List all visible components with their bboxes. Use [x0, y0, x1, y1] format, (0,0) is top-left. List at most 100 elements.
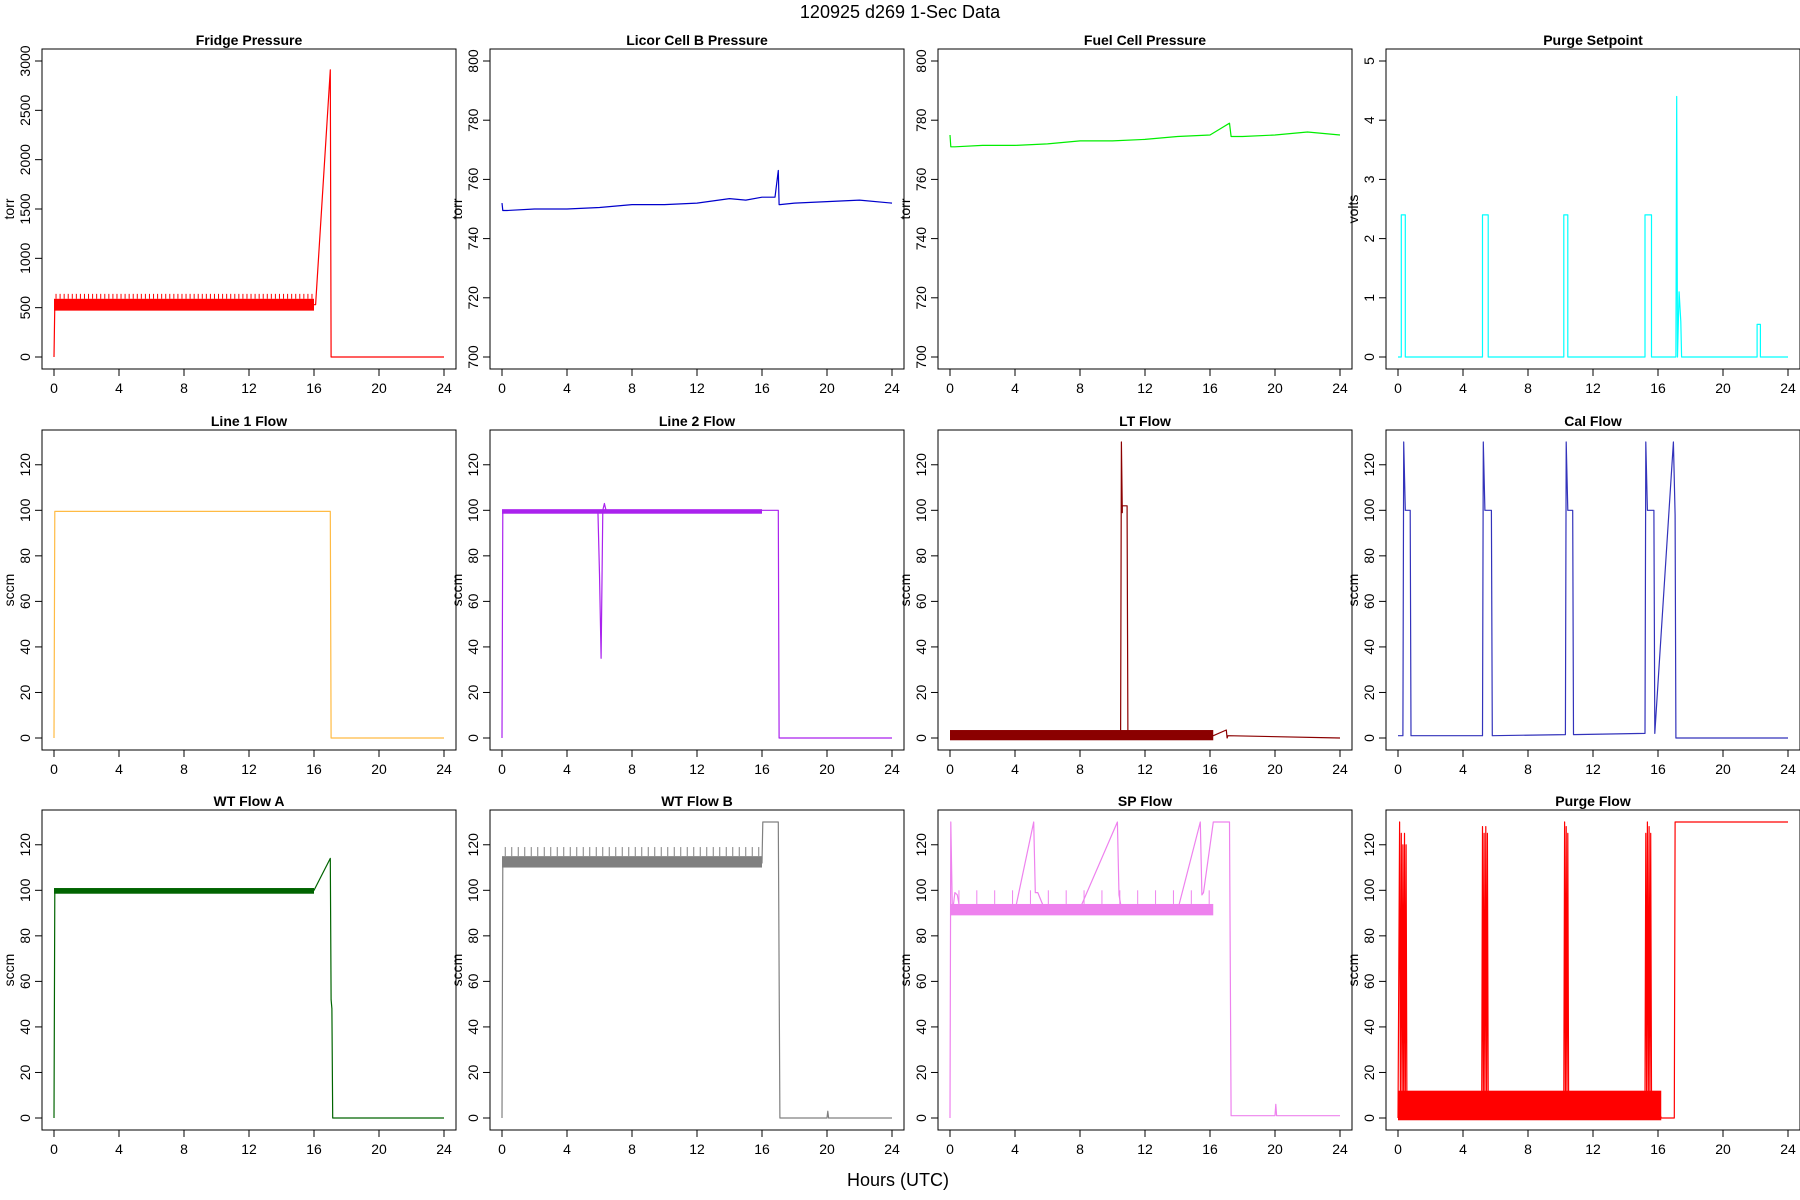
y-tick-label: 60: [17, 973, 33, 989]
series-line: [1398, 95, 1788, 358]
y-tick-label: 800: [913, 49, 929, 73]
y-tick-label: 80: [913, 548, 929, 564]
y-tick-label: 80: [1361, 548, 1377, 564]
y-tick-label: 120: [1361, 833, 1377, 857]
y-tick-label: 780: [913, 108, 929, 132]
series-line: [949, 122, 1341, 148]
y-tick-label: 20: [1361, 684, 1377, 700]
x-tick-label: 12: [689, 380, 705, 396]
x-tick-label: 20: [819, 1141, 835, 1157]
x-tick-label: 16: [306, 380, 322, 396]
y-tick-label: 740: [465, 227, 481, 251]
x-tick-label: 20: [1267, 761, 1283, 777]
x-tick-label: 8: [180, 1141, 188, 1157]
x-tick-label: 24: [884, 1141, 900, 1157]
x-tick-label: 8: [628, 761, 636, 777]
y-tick-label: 40: [1361, 639, 1377, 655]
series-line: [949, 821, 1340, 1119]
panel-wt-flow-b: WT Flow B 0 4 8 12 16 20 24 0 20 40 60 80 100 120 sccm: [449, 793, 905, 1157]
y-tick-label: 500: [17, 296, 33, 320]
x-tick-label: 8: [1076, 761, 1084, 777]
plot-data-wt-flow-a: [53, 857, 444, 1119]
y-axis-label: sccm: [897, 574, 913, 607]
x-tick-label: 24: [1780, 380, 1796, 396]
x-tick-label: 12: [1137, 1141, 1153, 1157]
x-tick-label: 4: [1459, 380, 1467, 396]
y-tick-label: 760: [465, 168, 481, 192]
panel-title: WT Flow A: [213, 793, 284, 809]
y-tick-label: 60: [17, 593, 33, 609]
x-tick-label: 16: [1202, 1141, 1218, 1157]
x-tick-label: 24: [1780, 761, 1796, 777]
y-tick-label: 700: [913, 345, 929, 369]
x-tick-label: 12: [1585, 1141, 1601, 1157]
x-tick-label: 0: [50, 380, 58, 396]
y-tick-label: 3: [1361, 175, 1377, 183]
y-tick-label: 100: [913, 498, 929, 522]
panel-purge-flow: Purge Flow 0 4 8 12 16 20 24 0 20 40 60 80 100 120 sccm: [1345, 793, 1800, 1157]
y-tick-label: 20: [465, 1064, 481, 1080]
y-axis-label: sccm: [1, 574, 17, 607]
panel-title: LT Flow: [1119, 413, 1171, 429]
x-tick-label: 16: [306, 761, 322, 777]
y-tick-label: 1: [1361, 294, 1377, 302]
y-axis-label: sccm: [1345, 954, 1361, 987]
series-line: [501, 169, 893, 212]
y-tick-label: 760: [913, 168, 929, 192]
y-tick-label: 20: [17, 684, 33, 700]
y-axis-label: sccm: [449, 574, 465, 607]
x-tick-label: 4: [563, 380, 571, 396]
y-tick-label: 0: [465, 734, 481, 742]
y-tick-label: 20: [913, 1064, 929, 1080]
y-tick-label: 0: [17, 353, 33, 361]
x-tick-label: 0: [1394, 380, 1402, 396]
y-tick-label: 120: [913, 453, 929, 477]
plot-frame: [489, 429, 905, 751]
series-line: [950, 441, 1341, 739]
y-tick-label: 3000: [17, 45, 33, 76]
panel-title: Cal Flow: [1564, 413, 1622, 429]
series-line: [1398, 441, 1788, 739]
y-tick-label: 1000: [17, 243, 33, 274]
y-tick-label: 120: [465, 833, 481, 857]
y-tick-label: 40: [1361, 1019, 1377, 1035]
x-tick-label: 4: [563, 761, 571, 777]
x-tick-label: 8: [1524, 380, 1532, 396]
x-tick-label: 20: [819, 761, 835, 777]
y-tick-label: 720: [913, 286, 929, 310]
y-tick-label: 700: [465, 345, 481, 369]
x-tick-label: 16: [754, 1141, 770, 1157]
y-axis-label: sccm: [1345, 574, 1361, 607]
panel-title: Purge Setpoint: [1543, 32, 1643, 48]
y-tick-label: 60: [465, 973, 481, 989]
x-tick-label: 16: [306, 1141, 322, 1157]
x-tick-label: 16: [1650, 761, 1666, 777]
x-tick-label: 0: [1394, 1141, 1402, 1157]
y-tick-label: 20: [465, 684, 481, 700]
y-tick-label: 100: [1361, 878, 1377, 902]
plot-frame: [937, 48, 1353, 370]
x-tick-label: 0: [498, 1141, 506, 1157]
series-line: [1397, 821, 1788, 1119]
y-axis-label: sccm: [897, 954, 913, 987]
plot-data-purge-flow: [1397, 821, 1788, 1121]
y-axis-label: torr: [897, 198, 913, 219]
panel-fridge-pressure: Fridge Pressure 0 4 8 12 16 20 24 0 500 1000 1500 20…: [1, 32, 457, 396]
x-tick-label: 20: [819, 380, 835, 396]
x-tick-label: 16: [754, 761, 770, 777]
panel-title: Fridge Pressure: [196, 32, 303, 48]
x-tick-label: 8: [628, 1141, 636, 1157]
series-line: [501, 502, 892, 739]
x-tick-label: 0: [1394, 761, 1402, 777]
plot-data-fridge-pressure: [53, 69, 444, 358]
plot-data-licor-cell-b-pressure: [501, 169, 893, 212]
y-tick-label: 100: [465, 498, 481, 522]
figure-title: 120925 d269 1-Sec Data: [800, 2, 1001, 22]
panel-title: SP Flow: [1118, 793, 1172, 809]
x-tick-label: 8: [1076, 1141, 1084, 1157]
y-tick-label: 80: [465, 548, 481, 564]
x-tick-label: 16: [1202, 380, 1218, 396]
x-tick-label: 12: [689, 761, 705, 777]
